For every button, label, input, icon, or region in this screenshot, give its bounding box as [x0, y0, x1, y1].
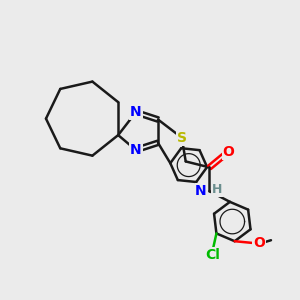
- Text: N: N: [195, 184, 207, 198]
- Text: N: N: [130, 105, 142, 119]
- Text: O: O: [223, 145, 235, 158]
- Text: H: H: [212, 183, 222, 196]
- Text: S: S: [177, 131, 187, 145]
- Text: O: O: [253, 236, 265, 250]
- Text: N: N: [130, 143, 142, 157]
- Text: Cl: Cl: [206, 248, 220, 262]
